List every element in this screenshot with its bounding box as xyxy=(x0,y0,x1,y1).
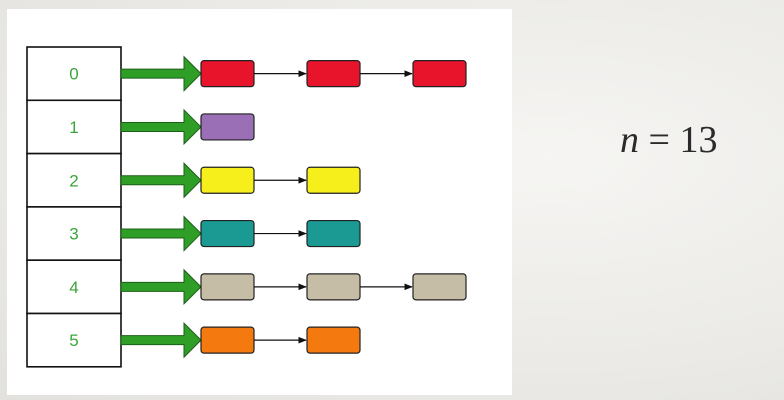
bucket-pointer-arrow xyxy=(120,162,202,199)
slot-index-label: 2 xyxy=(69,171,78,190)
formula-operator: = xyxy=(648,119,670,161)
chain-node xyxy=(200,113,255,141)
formula: n = 13 xyxy=(620,118,717,162)
slot-index-label: 5 xyxy=(69,331,78,350)
slot-index-label: 1 xyxy=(69,118,78,137)
chain-node xyxy=(412,273,467,301)
chain-node xyxy=(306,166,361,194)
chain-node xyxy=(412,60,467,88)
chain-node xyxy=(306,273,361,301)
bucket-pointer-arrow xyxy=(120,55,202,92)
chain-node xyxy=(306,326,361,354)
chain-node xyxy=(200,326,255,354)
chain-node xyxy=(200,219,255,248)
chain-node xyxy=(200,273,255,301)
table-cell xyxy=(26,312,122,368)
bucket-pointer-arrow xyxy=(120,215,202,252)
bucket-pointer-arrow xyxy=(120,108,202,146)
chain-node xyxy=(306,60,361,88)
formula-value: 13 xyxy=(679,119,718,161)
chain-node xyxy=(306,219,361,248)
slot-index-label: 4 xyxy=(69,278,78,297)
chain-node xyxy=(200,166,255,194)
formula-variable: n xyxy=(620,119,639,161)
slot-index-label: 0 xyxy=(69,65,78,84)
slot-index-label: 3 xyxy=(69,225,78,244)
bucket-pointer-arrow xyxy=(120,321,202,359)
chain-node xyxy=(200,60,255,88)
table-cell xyxy=(26,259,122,315)
bucket-pointer-arrow xyxy=(120,268,202,306)
